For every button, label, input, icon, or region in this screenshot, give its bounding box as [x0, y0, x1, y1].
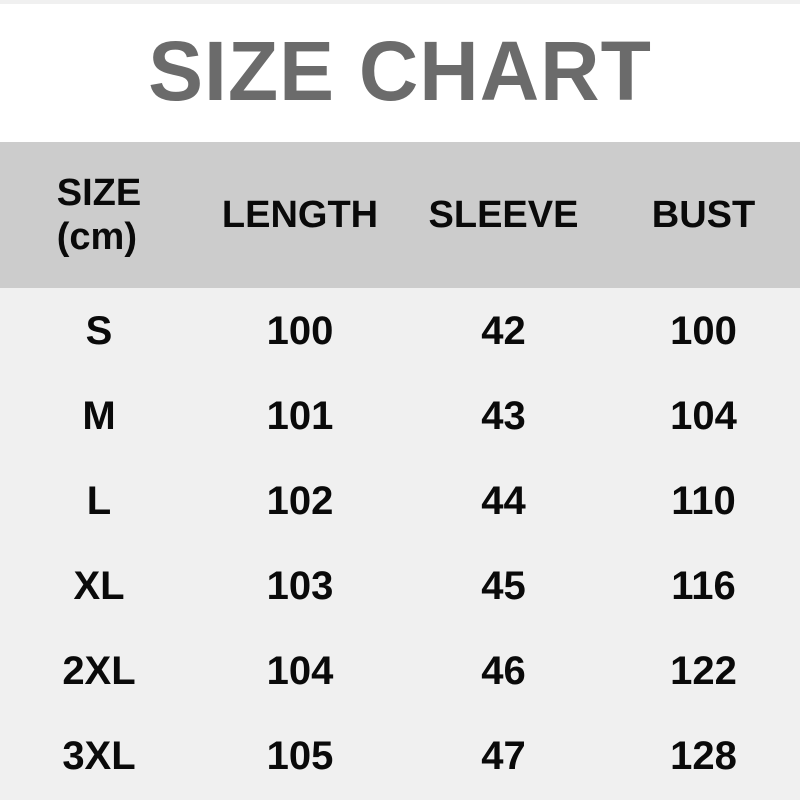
page-title: SIZE CHART	[148, 24, 652, 118]
cell-size-value: M	[82, 393, 116, 438]
cell-length: 101	[200, 396, 400, 436]
cell-bust: 128	[605, 736, 800, 776]
cell-sleeve: 46	[400, 651, 605, 691]
column-header-bust: BUST	[605, 193, 800, 237]
cell-size: 2XL	[0, 651, 200, 691]
table-row: 3XL 105 47 128	[0, 713, 800, 798]
cell-bust-value: 104	[670, 393, 737, 438]
table-row: 2XL 104 46 122	[0, 628, 800, 713]
cell-size-value: 3XL	[62, 733, 136, 778]
cell-bust: 110	[605, 481, 800, 521]
table-row: L 102 44 110	[0, 458, 800, 543]
cell-length-value: 102	[266, 478, 334, 523]
column-header-size-label: SIZE (cm)	[57, 171, 141, 259]
cell-bust: 100	[605, 311, 800, 351]
cell-sleeve: 44	[400, 481, 605, 521]
cell-length-value: 105	[266, 733, 334, 778]
cell-bust-value: 110	[671, 478, 736, 523]
cell-length-value: 100	[266, 308, 334, 353]
cell-bust-value: 128	[670, 733, 737, 778]
cell-length-value: 104	[266, 648, 334, 693]
cell-size-value: XL	[73, 563, 125, 608]
cell-length: 104	[200, 651, 400, 691]
column-header-size: SIZE (cm)	[0, 171, 200, 259]
cell-size: 3XL	[0, 736, 200, 776]
cell-bust: 122	[605, 651, 800, 691]
column-header-length: LENGTH	[200, 193, 400, 237]
cell-size: L	[0, 481, 200, 521]
column-header-sleeve-label: SLEEVE	[428, 194, 579, 236]
cell-length: 103	[200, 566, 400, 606]
cell-bust-value: 100	[670, 308, 737, 353]
cell-bust-value: 116	[671, 563, 736, 608]
cell-sleeve-value: 44	[481, 478, 526, 523]
table-header-row: SIZE (cm) LENGTH SLEEVE BUST	[0, 142, 800, 288]
cell-size-value: L	[86, 478, 112, 523]
cell-size: S	[0, 311, 200, 351]
column-header-bust-label: BUST	[651, 194, 756, 236]
cell-sleeve-value: 46	[481, 648, 526, 693]
cell-sleeve: 42	[400, 311, 605, 351]
cell-size: XL	[0, 566, 200, 606]
cell-sleeve-value: 43	[481, 393, 526, 438]
cell-size: M	[0, 396, 200, 436]
cell-sleeve-value: 45	[481, 563, 526, 608]
cell-length: 102	[200, 481, 400, 521]
cell-bust: 104	[605, 396, 800, 436]
cell-sleeve: 45	[400, 566, 605, 606]
table-row: XL 103 45 116	[0, 543, 800, 628]
table-row: S 100 42 100	[0, 288, 800, 373]
column-header-length-label: LENGTH	[221, 194, 379, 236]
cell-length-value: 101	[266, 393, 334, 438]
cell-length: 100	[200, 311, 400, 351]
cell-sleeve: 43	[400, 396, 605, 436]
cell-sleeve-value: 47	[481, 733, 526, 778]
cell-size-value: 2XL	[62, 648, 136, 693]
column-header-sleeve: SLEEVE	[400, 193, 605, 237]
column-header-size-line1: SIZE	[56, 172, 142, 214]
cell-length: 105	[200, 736, 400, 776]
table-body: S 100 42 100 M 101 43 104 L 102 44 110 X…	[0, 288, 800, 800]
table-row: M 101 43 104	[0, 373, 800, 458]
cell-sleeve: 47	[400, 736, 605, 776]
table-header-band: SIZE (cm) LENGTH SLEEVE BUST	[0, 142, 800, 288]
cell-length-value: 103	[266, 563, 334, 608]
cell-size-value: S	[85, 308, 113, 353]
cell-bust: 116	[605, 566, 800, 606]
title-band: SIZE CHART	[0, 4, 800, 142]
cell-bust-value: 122	[670, 648, 737, 693]
cell-sleeve-value: 42	[481, 308, 526, 353]
column-header-size-line2: (cm)	[56, 216, 137, 258]
